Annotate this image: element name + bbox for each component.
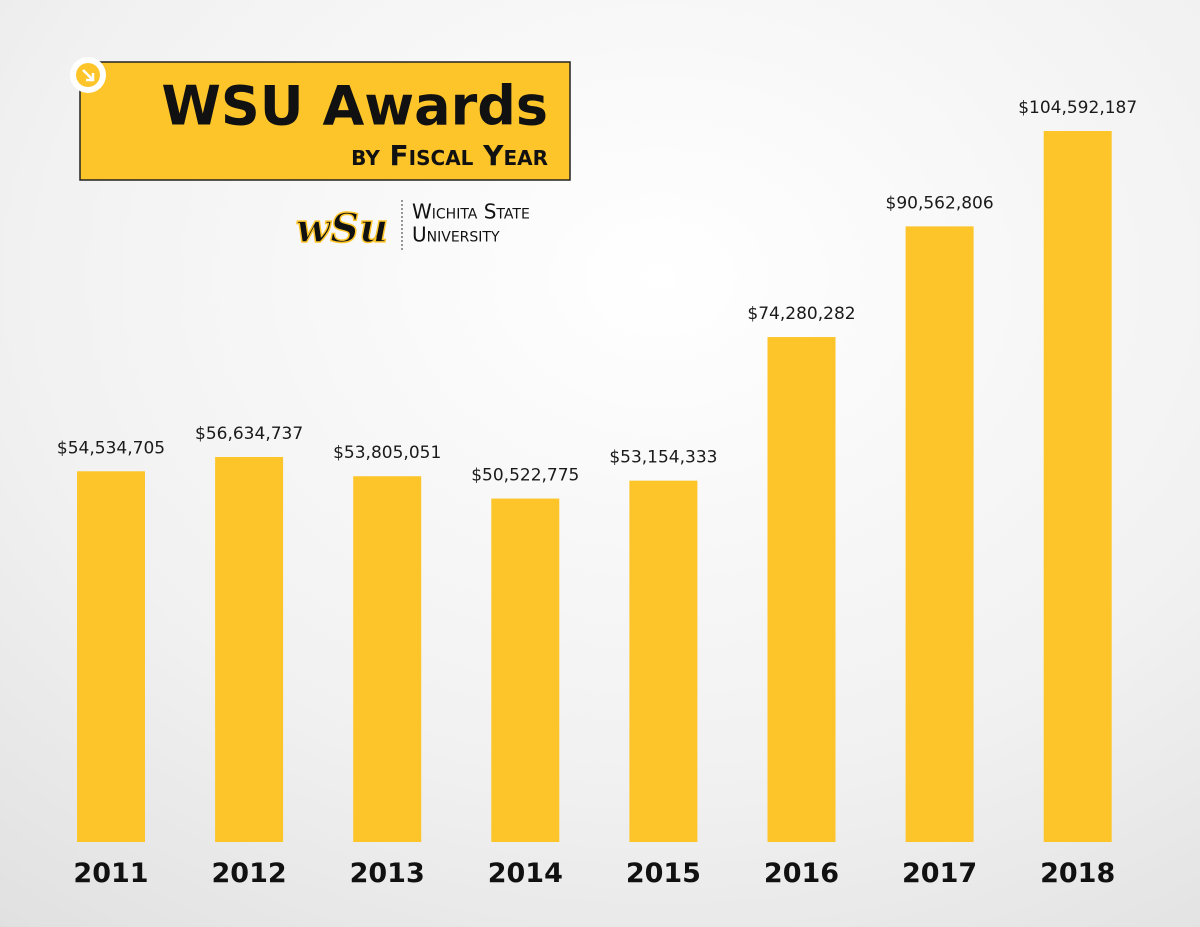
value-label: $53,805,051 <box>333 443 441 463</box>
x-tick-label: 2013 <box>350 858 425 889</box>
x-tick-label: 2018 <box>1040 858 1115 889</box>
logo-text: University <box>412 223 500 247</box>
bar <box>491 498 560 842</box>
x-tick-label: 2014 <box>488 858 563 889</box>
chart-subtitle: by Fiscal Year <box>351 139 548 172</box>
value-label: $56,634,737 <box>195 424 303 444</box>
chart-title: WSU Awards <box>161 75 548 138</box>
x-tick-label: 2017 <box>902 858 977 889</box>
bar <box>767 337 836 842</box>
x-tick-label: 2015 <box>626 858 701 889</box>
x-tick-label: 2011 <box>73 858 148 889</box>
bar <box>77 471 145 842</box>
bar <box>215 457 284 842</box>
title-box <box>79 61 571 181</box>
value-label: $104,592,187 <box>1018 98 1137 118</box>
bar <box>905 226 974 842</box>
logo-mark: wSu <box>296 205 388 252</box>
value-label: $53,154,333 <box>609 448 717 468</box>
x-tick-label: 2012 <box>212 858 287 889</box>
value-label: $50,522,775 <box>471 466 579 486</box>
bar <box>353 476 422 842</box>
x-tick-label: 2016 <box>764 858 839 889</box>
logo-text: Wichita State <box>412 200 530 224</box>
value-label: $90,562,806 <box>886 193 994 213</box>
icon-arrow <box>82 69 95 82</box>
bar <box>629 480 698 842</box>
value-label: $54,534,705 <box>57 438 165 458</box>
bar <box>1043 131 1112 842</box>
value-label: $74,280,282 <box>747 304 855 324</box>
